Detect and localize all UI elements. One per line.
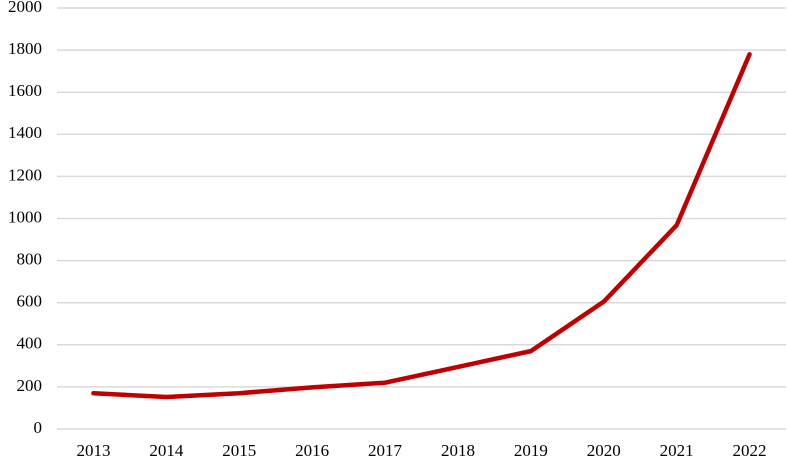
- x-tick-label: 2015: [222, 441, 256, 460]
- y-tick-label: 600: [17, 292, 43, 311]
- y-tick-label: 800: [17, 250, 43, 269]
- x-tick-label: 2016: [295, 441, 329, 460]
- x-tick-label: 2014: [149, 441, 184, 460]
- y-tick-label: 1400: [8, 123, 42, 142]
- y-tick-label: 1800: [8, 39, 42, 58]
- x-tick-label: 2017: [368, 441, 403, 460]
- x-tick-label: 2020: [587, 441, 621, 460]
- y-tick-label: 1000: [8, 207, 42, 226]
- y-tick-label: 200: [17, 376, 43, 395]
- y-tick-label: 400: [17, 334, 43, 353]
- y-tick-label: 2000: [8, 0, 42, 16]
- x-tick-label: 2018: [441, 441, 475, 460]
- y-tick-label: 1200: [8, 165, 42, 184]
- y-tick-label: 0: [34, 418, 43, 437]
- x-tick-label: 2019: [514, 441, 548, 460]
- x-tick-label: 2013: [76, 441, 110, 460]
- x-tick-label: 2022: [733, 441, 767, 460]
- y-tick-label: 1600: [8, 81, 42, 100]
- data-line: [91, 52, 752, 400]
- x-tick-label: 2021: [660, 441, 694, 460]
